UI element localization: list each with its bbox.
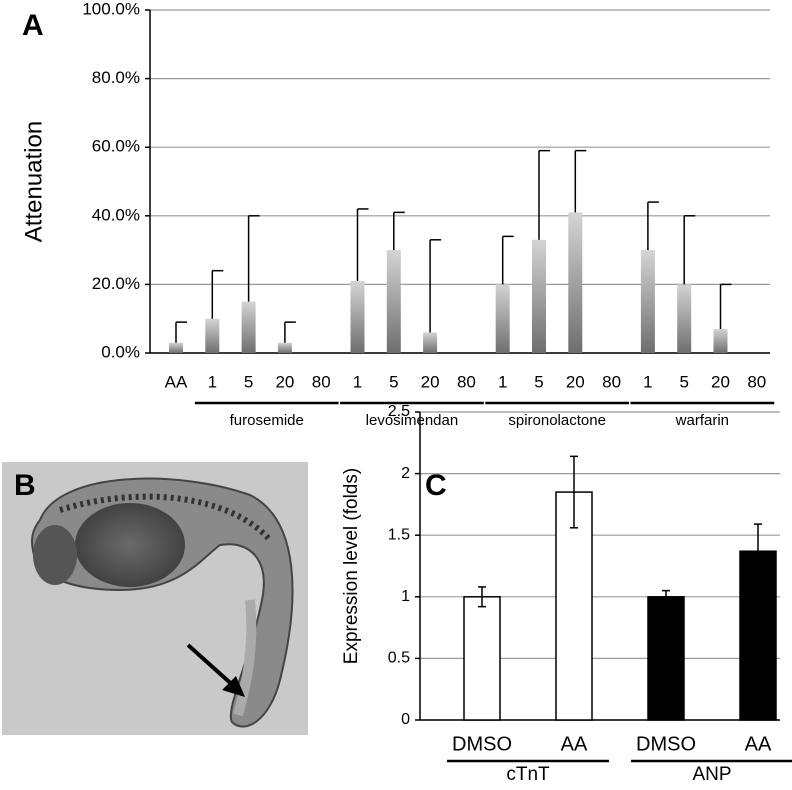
error-bar (501, 235, 514, 285)
error-bar (647, 201, 659, 251)
group-label: cTnT (506, 764, 550, 785)
y-tick-label: 0.0% (101, 342, 140, 361)
x-tick-label: DMSO (636, 733, 696, 755)
error-bar (356, 208, 369, 281)
bar (532, 239, 546, 353)
x-tick-label: 80 (457, 372, 476, 391)
bar (647, 596, 685, 721)
error-bar (719, 283, 732, 329)
error-bar (570, 455, 578, 529)
y-axis-title: Expression level (folds) (341, 468, 362, 664)
x-tick-label: 80 (747, 372, 766, 391)
error-bar (478, 586, 486, 608)
bar (205, 318, 220, 353)
y-tick-label: 80.0% (92, 68, 140, 87)
y-tick-label: 2 (401, 465, 410, 482)
x-tick-label: 20 (275, 372, 294, 391)
bar (640, 250, 655, 353)
x-tick-label: DMSO (452, 733, 512, 755)
group-label: spironolactone (508, 412, 606, 429)
x-tick-label: AA (561, 733, 588, 755)
y-tick-label: 1.5 (388, 526, 410, 543)
x-tick-label: 20 (421, 372, 440, 391)
x-tick-label: 80 (602, 372, 621, 391)
bar (423, 332, 438, 353)
bar (495, 284, 510, 353)
group-label: levosimendan (366, 412, 459, 429)
y-tick-label: 0 (401, 711, 410, 728)
bar (677, 284, 692, 353)
x-tick-label: 20 (566, 372, 585, 391)
y-tick-label: 2.5 (388, 403, 410, 420)
x-tick-label: 5 (679, 372, 688, 391)
x-tick-label: 1 (498, 372, 507, 391)
x-tick-label: 5 (389, 372, 398, 391)
error-bar (538, 149, 550, 240)
error-bar (754, 523, 762, 580)
error-bar (574, 149, 587, 213)
error-bar (175, 321, 187, 343)
x-tick-label: 80 (312, 372, 331, 391)
group-label: ANP (692, 764, 731, 785)
x-tick-label: 20 (711, 372, 730, 391)
x-tick-label: AA (165, 372, 188, 391)
bar (463, 596, 501, 721)
bar (739, 550, 777, 721)
group-label: furosemide (230, 412, 304, 429)
bar (241, 301, 256, 353)
x-tick-label: 1 (353, 372, 362, 391)
bar (386, 250, 401, 353)
y-tick-label: 0.5 (388, 650, 410, 667)
error-bar (683, 215, 696, 285)
group-label: warfarin (675, 412, 729, 429)
panel-label: C (425, 469, 447, 502)
embryo-photo (2, 462, 308, 735)
y-tick-label: 60.0% (92, 137, 140, 156)
x-tick-label: 1 (208, 372, 217, 391)
bar (277, 342, 292, 353)
error-bar (393, 211, 405, 251)
y-axis-title: Attenuation (20, 121, 47, 242)
bar (568, 212, 583, 353)
panel-label: B (14, 469, 36, 502)
bar (713, 328, 728, 353)
y-tick-label: 20.0% (92, 274, 140, 293)
error-bar (211, 269, 224, 319)
y-tick-label: 40.0% (92, 205, 140, 224)
bar (350, 280, 365, 353)
error-bar (429, 239, 442, 333)
panel-label: A (22, 9, 44, 42)
bar (555, 491, 593, 721)
y-tick-label: 1 (401, 588, 410, 605)
x-tick-label: 1 (643, 372, 652, 391)
y-tick-label: 100.0% (82, 0, 140, 18)
x-tick-label: 5 (534, 372, 543, 391)
bar (169, 342, 183, 353)
error-bar (662, 589, 670, 604)
x-tick-label: 5 (244, 372, 253, 391)
x-tick-label: AA (745, 733, 772, 755)
error-bar (284, 321, 296, 343)
error-bar (247, 215, 260, 302)
